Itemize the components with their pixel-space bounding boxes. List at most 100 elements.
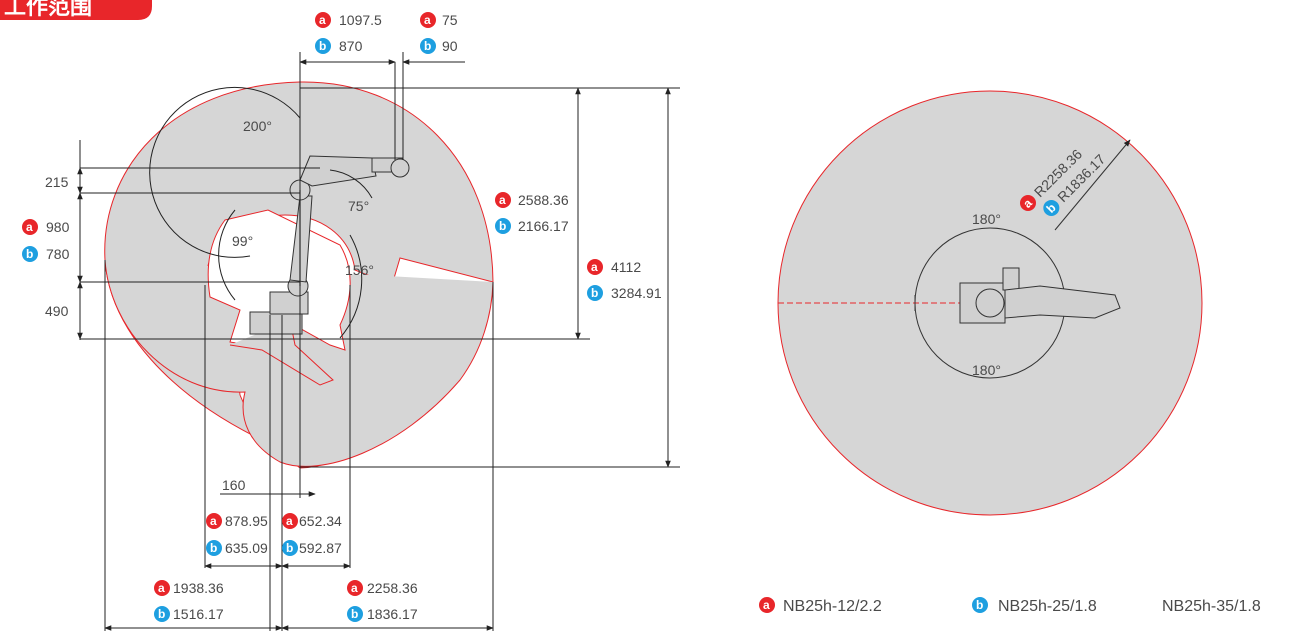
label-top-a-left: a 1097.5 <box>315 12 382 28</box>
dim-label-160: 160 <box>222 477 246 493</box>
angle-label-200: 200° <box>243 118 272 134</box>
badge-b-letter: b <box>319 39 326 53</box>
robot-side-drawing <box>249 155 410 335</box>
dim-label: 1097.5 <box>339 12 382 28</box>
angle-label-75: 75° <box>348 198 369 214</box>
legend-label-a: NB25h-12/2.2 <box>783 598 882 615</box>
dim-label: 1516.17 <box>173 606 224 622</box>
arc-200 <box>149 86 301 258</box>
badge-a-icon <box>420 12 436 28</box>
badge-b-letter: b <box>158 607 165 621</box>
badge-a-letter: a <box>499 193 506 207</box>
dim-label: 635.09 <box>225 540 268 556</box>
top-view: 180° 180° a R2258.36 b R1836.17 <box>777 90 1203 516</box>
label-top-b-left: b 870 <box>315 38 363 54</box>
title-banner-shape <box>0 0 152 20</box>
label-right-a-height: a 4112 <box>587 259 641 275</box>
dim-label: 2258.36 <box>367 580 418 596</box>
legend-label-b: NB25h-25/1.8 <box>998 598 1097 615</box>
label-bottom-a-right-inner: a 652.34 <box>282 513 342 529</box>
label-right-a-reach: a 2588.36 <box>495 192 569 208</box>
label-bottom-b-left-outer: b 1516.17 <box>154 606 224 622</box>
label-bottom-a-right-outer: a 2258.36 <box>347 580 418 596</box>
badge-a-icon <box>315 12 331 28</box>
badge-a-icon <box>206 513 222 529</box>
side-inner-hole <box>207 209 351 351</box>
legend-label-c: NB25h-35/1.8 <box>1162 598 1261 615</box>
label-bottom-b-left-inner: b 635.09 <box>206 540 268 556</box>
label-right-b-reach: b 2166.17 <box>495 218 569 234</box>
badge-b-icon <box>22 246 38 262</box>
badge-b-icon <box>347 606 363 622</box>
badge-b-icon <box>154 606 170 622</box>
dim-label: 878.95 <box>225 513 268 529</box>
badge-b-icon <box>315 38 331 54</box>
label-left-b: b 780 <box>22 246 70 262</box>
badge-a-icon <box>1020 195 1036 211</box>
badge-a-letter: a <box>286 514 293 528</box>
top-angle-label-top: 180° <box>972 211 1001 227</box>
badge-b-letter: b <box>26 247 33 261</box>
badge-a-icon <box>347 580 363 596</box>
dim-label: 980 <box>46 219 70 235</box>
badge-a-letter: a <box>763 598 770 612</box>
dim-label: 592.87 <box>299 540 342 556</box>
badge-a-letter: a <box>591 260 598 274</box>
badge-b-icon <box>420 38 436 54</box>
badge-a-letter: a <box>424 13 431 27</box>
badge-a-icon <box>759 597 775 613</box>
dim-label: 90 <box>442 38 458 54</box>
arc-75 <box>329 169 373 199</box>
badge-a-letter: a <box>351 581 358 595</box>
badge-b-letter: b <box>210 541 217 555</box>
badge-a-icon <box>282 513 298 529</box>
robot-top-drawing <box>959 267 1121 324</box>
top-radius-line <box>1054 139 1131 231</box>
side-view: a 1097.5 b 870 a 75 b 90 215 a 980 b 78 <box>22 12 680 631</box>
label-bottom-a-left-outer: a 1938.36 <box>154 580 224 596</box>
dim-label: 75 <box>442 12 458 28</box>
badge-b-icon <box>587 285 603 301</box>
badge-a-letter: a <box>319 13 326 27</box>
badge-a-letter: a <box>158 581 165 595</box>
label-right-b-height: b 3284.91 <box>587 285 662 301</box>
dim-label: 780 <box>46 246 70 262</box>
title-banner: 工作范围 <box>0 0 152 20</box>
dim-label: 2588.36 <box>518 192 569 208</box>
label-top-a-right: a 75 <box>420 12 458 28</box>
badge-a-letter: a <box>210 514 217 528</box>
dim-label-490: 490 <box>45 303 69 319</box>
label-bottom-a-left-inner: a 878.95 <box>206 513 268 529</box>
label-left-a: a 980 <box>22 219 70 235</box>
dim-label: 1836.17 <box>367 606 418 622</box>
dim-label: 870 <box>339 38 363 54</box>
label-top-b-right: b 90 <box>420 38 458 54</box>
badge-b-icon <box>495 218 511 234</box>
arc-99 <box>218 209 236 301</box>
badge-b-letter: b <box>286 541 293 555</box>
badge-a-icon <box>495 192 511 208</box>
angle-label-156: 156° <box>345 262 374 278</box>
dim-label: 3284.91 <box>611 285 662 301</box>
dim-label: 2166.17 <box>518 218 569 234</box>
dim-label: 4112 <box>611 259 641 275</box>
label-bottom-b-right-inner: b 592.87 <box>282 540 342 556</box>
badge-a-icon <box>154 580 170 596</box>
dim-label-215: 215 <box>45 174 69 190</box>
badge-b-icon <box>1043 199 1060 216</box>
badge-b-letter: b <box>591 286 598 300</box>
legend-item-a: a NB25h-12/2.2 <box>759 597 882 615</box>
top-angle-label-bottom: 180° <box>972 362 1001 378</box>
arc-156 <box>339 234 363 339</box>
badge-b-letter: b <box>424 39 431 53</box>
badge-b-icon <box>972 597 988 613</box>
legend: a NB25h-12/2.2 b NB25h-25/1.8 NB25h-35/1… <box>759 597 1261 615</box>
badge-b-icon <box>282 540 298 556</box>
page-title: 工作范围 <box>4 0 92 19</box>
dim-label: 652.34 <box>299 513 342 529</box>
label-bottom-b-right-outer: b 1836.17 <box>347 606 418 622</box>
legend-item-b: b NB25h-25/1.8 <box>972 597 1097 615</box>
dim-label: 1938.36 <box>173 580 224 596</box>
badge-a-icon <box>587 259 603 275</box>
